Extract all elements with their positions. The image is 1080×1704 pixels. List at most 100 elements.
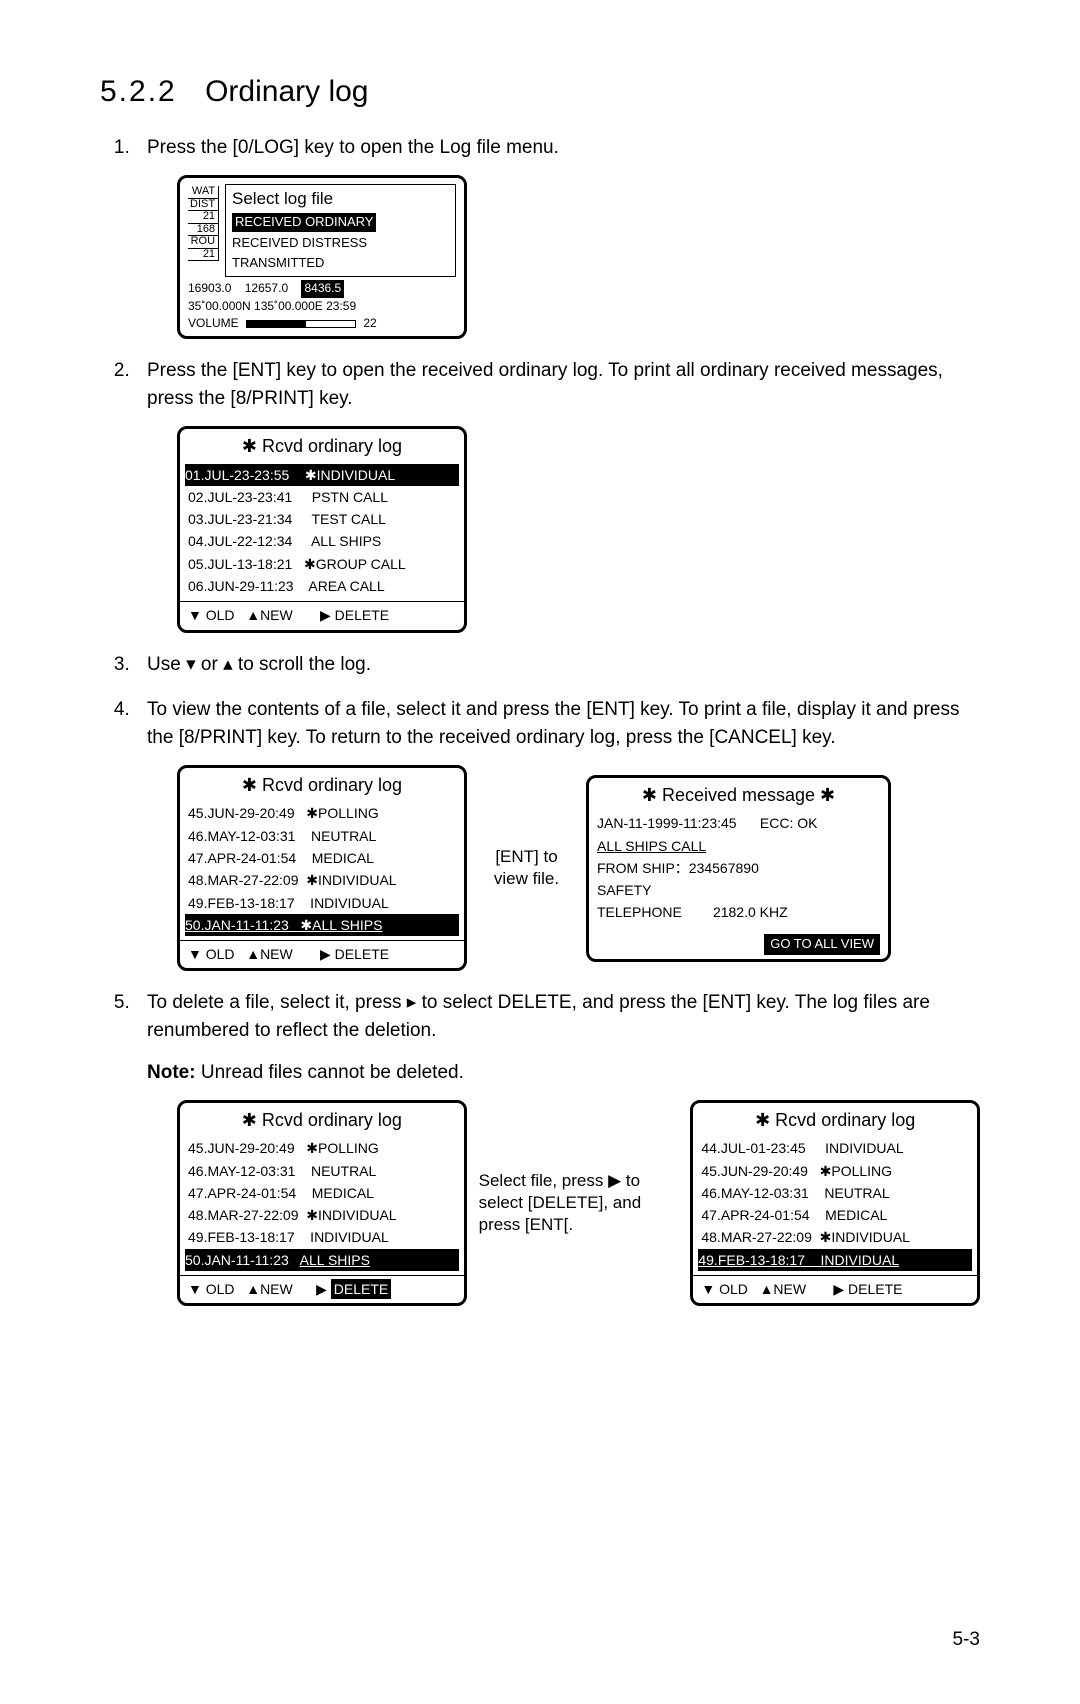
- log5b-row-3: 46.MAY-12-03:31 NEUTRAL: [701, 1182, 969, 1204]
- log5a-row-5: 49.FEB-13-18:17 INDIVIDUAL: [188, 1226, 456, 1248]
- msg-telephone: TELEPHONE: [597, 904, 682, 920]
- step-3: Use ▾ or ▴ to scroll the log.: [135, 651, 980, 679]
- msg-datetime: JAN-11-1999-11:23:45: [597, 815, 737, 831]
- side-wat: WAT: [188, 186, 219, 199]
- log5b-row-4: 47.APR-24-01:54 MEDICAL: [701, 1204, 969, 1226]
- log2-row-2: 02.JUL-23-23:41 PSTN CALL: [188, 486, 456, 508]
- note-text: Unread files cannot be deleted.: [196, 1062, 464, 1083]
- received-message-title: ✱ Received message ✱: [589, 778, 888, 810]
- log4a-row-2: 46.MAY-12-03:31 NEUTRAL: [188, 825, 456, 847]
- step-5: To delete a file, select it, press ▸ to …: [135, 989, 980, 1306]
- step-2: Press the [ENT] key to open the received…: [135, 357, 980, 632]
- side-21b: 21: [188, 249, 219, 262]
- step-4: To view the contents of a file, select i…: [135, 696, 980, 971]
- step-5-text: To delete a file, select it, press ▸ to …: [147, 989, 980, 1044]
- mid-text-view: [ENT] to view file.: [479, 846, 574, 890]
- panel-rcvd-log-2: ✱ Rcvd ordinary log 01.JUL-23-23:55 ✱IND…: [177, 426, 467, 632]
- log4a-footer: ▼ OLD ▲NEW ▶ DELETE: [180, 940, 464, 968]
- panel-received-message: ✱ Received message ✱ JAN-11-1999-11:23:4…: [586, 775, 891, 961]
- rcvd-log-title-5a: ✱ Rcvd ordinary log: [180, 1103, 464, 1135]
- vol-value: 22: [363, 316, 376, 330]
- step-1: Press the [0/LOG] key to open the Log fi…: [135, 134, 980, 340]
- msg-body: JAN-11-1999-11:23:45 ECC: OK ALL SHIPS C…: [589, 810, 888, 929]
- log2-rows: 01.JUL-23-23:55 ✱INDIVIDUAL 02.JUL-23-23…: [180, 462, 464, 602]
- panel1-sidebar: WAT DIST 21 168 ROU 21: [188, 186, 219, 261]
- log2-row-4: 04.JUL-22-12:34 ALL SHIPS: [188, 530, 456, 552]
- log5a-rows: 45.JUN-29-20:49 ✱POLLING 46.MAY-12-03:31…: [180, 1135, 464, 1275]
- panel1-coords: 35˚00.000N 135˚00.000E 23:59: [180, 298, 464, 315]
- page-number: 5-3: [100, 1626, 980, 1654]
- side-rou: ROU: [188, 236, 219, 249]
- log5b-footer: ▼ OLD ▲NEW ▶ DELETE: [693, 1275, 977, 1303]
- footer-new-4a: ▲NEW: [246, 946, 293, 962]
- msg-allships: ALL SHIPS CALL: [597, 835, 880, 857]
- log5a-row-6: 50.JAN-11-11:23 ALL SHIPS: [185, 1249, 459, 1271]
- step3-b: or: [201, 654, 223, 675]
- step-4-text: To view the contents of a file, select i…: [147, 696, 980, 751]
- panel1-volume: VOLUME 22: [180, 315, 464, 336]
- footer-old-5b: ▼ OLD: [701, 1281, 748, 1297]
- msg-from: FROM SHIP：234567890: [597, 857, 880, 879]
- volume-bar: [246, 320, 356, 328]
- log2-footer: ▼ OLD ▲NEW ▶ DELETE: [180, 601, 464, 629]
- side-21a: 21: [188, 211, 219, 224]
- log5a-row-1: 45.JUN-29-20:49 ✱POLLING: [188, 1137, 456, 1159]
- step3-a: Use: [147, 654, 186, 675]
- log2-row-1: 01.JUL-23-23:55 ✱INDIVIDUAL: [185, 464, 459, 486]
- log5b-rows: 44.JUL-01-23:45 INDIVIDUAL 45.JUN-29-20:…: [693, 1135, 977, 1275]
- select-log-file-box: Select log file RECEIVED ORDINARY RECEIV…: [225, 184, 456, 277]
- section-title: Ordinary log: [205, 75, 368, 108]
- mid-text-delete: Select file, press ▶ to select [DELETE],…: [479, 1170, 679, 1236]
- go-to-all-view: GO TO ALL VIEW: [589, 930, 888, 959]
- select-log-file-title: Select log file: [232, 187, 449, 212]
- log4a-row-3: 47.APR-24-01:54 MEDICAL: [188, 847, 456, 869]
- down-arrow-icon: ▾: [186, 654, 196, 675]
- go-all-label: GO TO ALL VIEW: [764, 934, 880, 955]
- log5b-row-5: 48.MAR-27-22:09 ✱INDIVIDUAL: [701, 1226, 969, 1248]
- footer-new-5b: ▲NEW: [760, 1281, 807, 1297]
- right-arrow-icon: ▸: [407, 992, 417, 1013]
- log4a-row-4: 48.MAR-27-22:09 ✱INDIVIDUAL: [188, 869, 456, 891]
- freq-a: 16903.0: [188, 281, 231, 295]
- log5b-row-1: 44.JUL-01-23:45 INDIVIDUAL: [701, 1137, 969, 1159]
- rcvd-log-title: ✱ Rcvd ordinary log: [180, 429, 464, 461]
- section-number: 5.2.2: [100, 75, 177, 108]
- note-label: Note:: [147, 1062, 196, 1083]
- up-arrow-icon: ▴: [223, 654, 233, 675]
- freq-hi: 8436.5: [301, 280, 344, 297]
- panel-log-file-menu: WAT DIST 21 168 ROU 21 Select log file R…: [177, 175, 467, 339]
- log5b-row-6: 49.FEB-13-18:17 INDIVIDUAL: [698, 1249, 972, 1271]
- log5a-row-2: 46.MAY-12-03:31 NEUTRAL: [188, 1160, 456, 1182]
- footer-old-5a: ▼ OLD: [188, 1281, 235, 1297]
- log4a-row-6: 50.JAN-11-11:23 ✱ALL SHIPS: [185, 914, 459, 936]
- footer-delete-hi-5a: DELETE: [331, 1279, 391, 1299]
- footer-delete: ▶ DELETE: [320, 607, 389, 623]
- log2-row-5: 05.JUL-13-18:21 ✱GROUP CALL: [188, 553, 456, 575]
- rcvd-log-title-5b: ✱ Rcvd ordinary log: [693, 1103, 977, 1135]
- log2-row-6: 06.JUN-29-11:23 AREA CALL: [188, 575, 456, 597]
- step5-a: To delete a file, select it, press: [147, 992, 407, 1013]
- log5b-row-2: 45.JUN-29-20:49 ✱POLLING: [701, 1160, 969, 1182]
- rcvd-log-title-4a: ✱ Rcvd ordinary log: [180, 768, 464, 800]
- log4a-row-1: 45.JUN-29-20:49 ✱POLLING: [188, 802, 456, 824]
- footer-old: ▼ OLD: [188, 607, 235, 623]
- footer-new-5a: ▲NEW: [246, 1281, 293, 1297]
- footer-new: ▲NEW: [246, 607, 293, 623]
- opt-transmitted: TRANSMITTED: [232, 253, 449, 274]
- opt-received-ordinary: RECEIVED ORDINARY: [232, 213, 376, 232]
- log5a-row-4: 48.MAR-27-22:09 ✱INDIVIDUAL: [188, 1204, 456, 1226]
- footer-delete-5b: ▶ DELETE: [833, 1281, 902, 1297]
- step-1-text: Press the [0/LOG] key to open the Log fi…: [147, 134, 980, 162]
- panel-rcvd-log-4a: ✱ Rcvd ordinary log 45.JUN-29-20:49 ✱POL…: [177, 765, 467, 971]
- log5a-footer: ▼ OLD ▲NEW ▶ DELETE: [180, 1275, 464, 1303]
- log5a-row-3: 47.APR-24-01:54 MEDICAL: [188, 1182, 456, 1204]
- log4a-row-5: 49.FEB-13-18:17 INDIVIDUAL: [188, 892, 456, 914]
- msg-ecc: ECC: OK: [760, 815, 818, 831]
- step3-c: to scroll the log.: [238, 654, 371, 675]
- opt-received-distress: RECEIVED DISTRESS: [232, 233, 449, 254]
- vol-label: VOLUME: [188, 316, 239, 330]
- msg-safety: SAFETY: [597, 879, 880, 901]
- footer-delete-4a: ▶ DELETE: [320, 946, 389, 962]
- freq-b: 12657.0: [245, 281, 288, 295]
- panel-rcvd-log-5a: ✱ Rcvd ordinary log 45.JUN-29-20:49 ✱POL…: [177, 1100, 467, 1306]
